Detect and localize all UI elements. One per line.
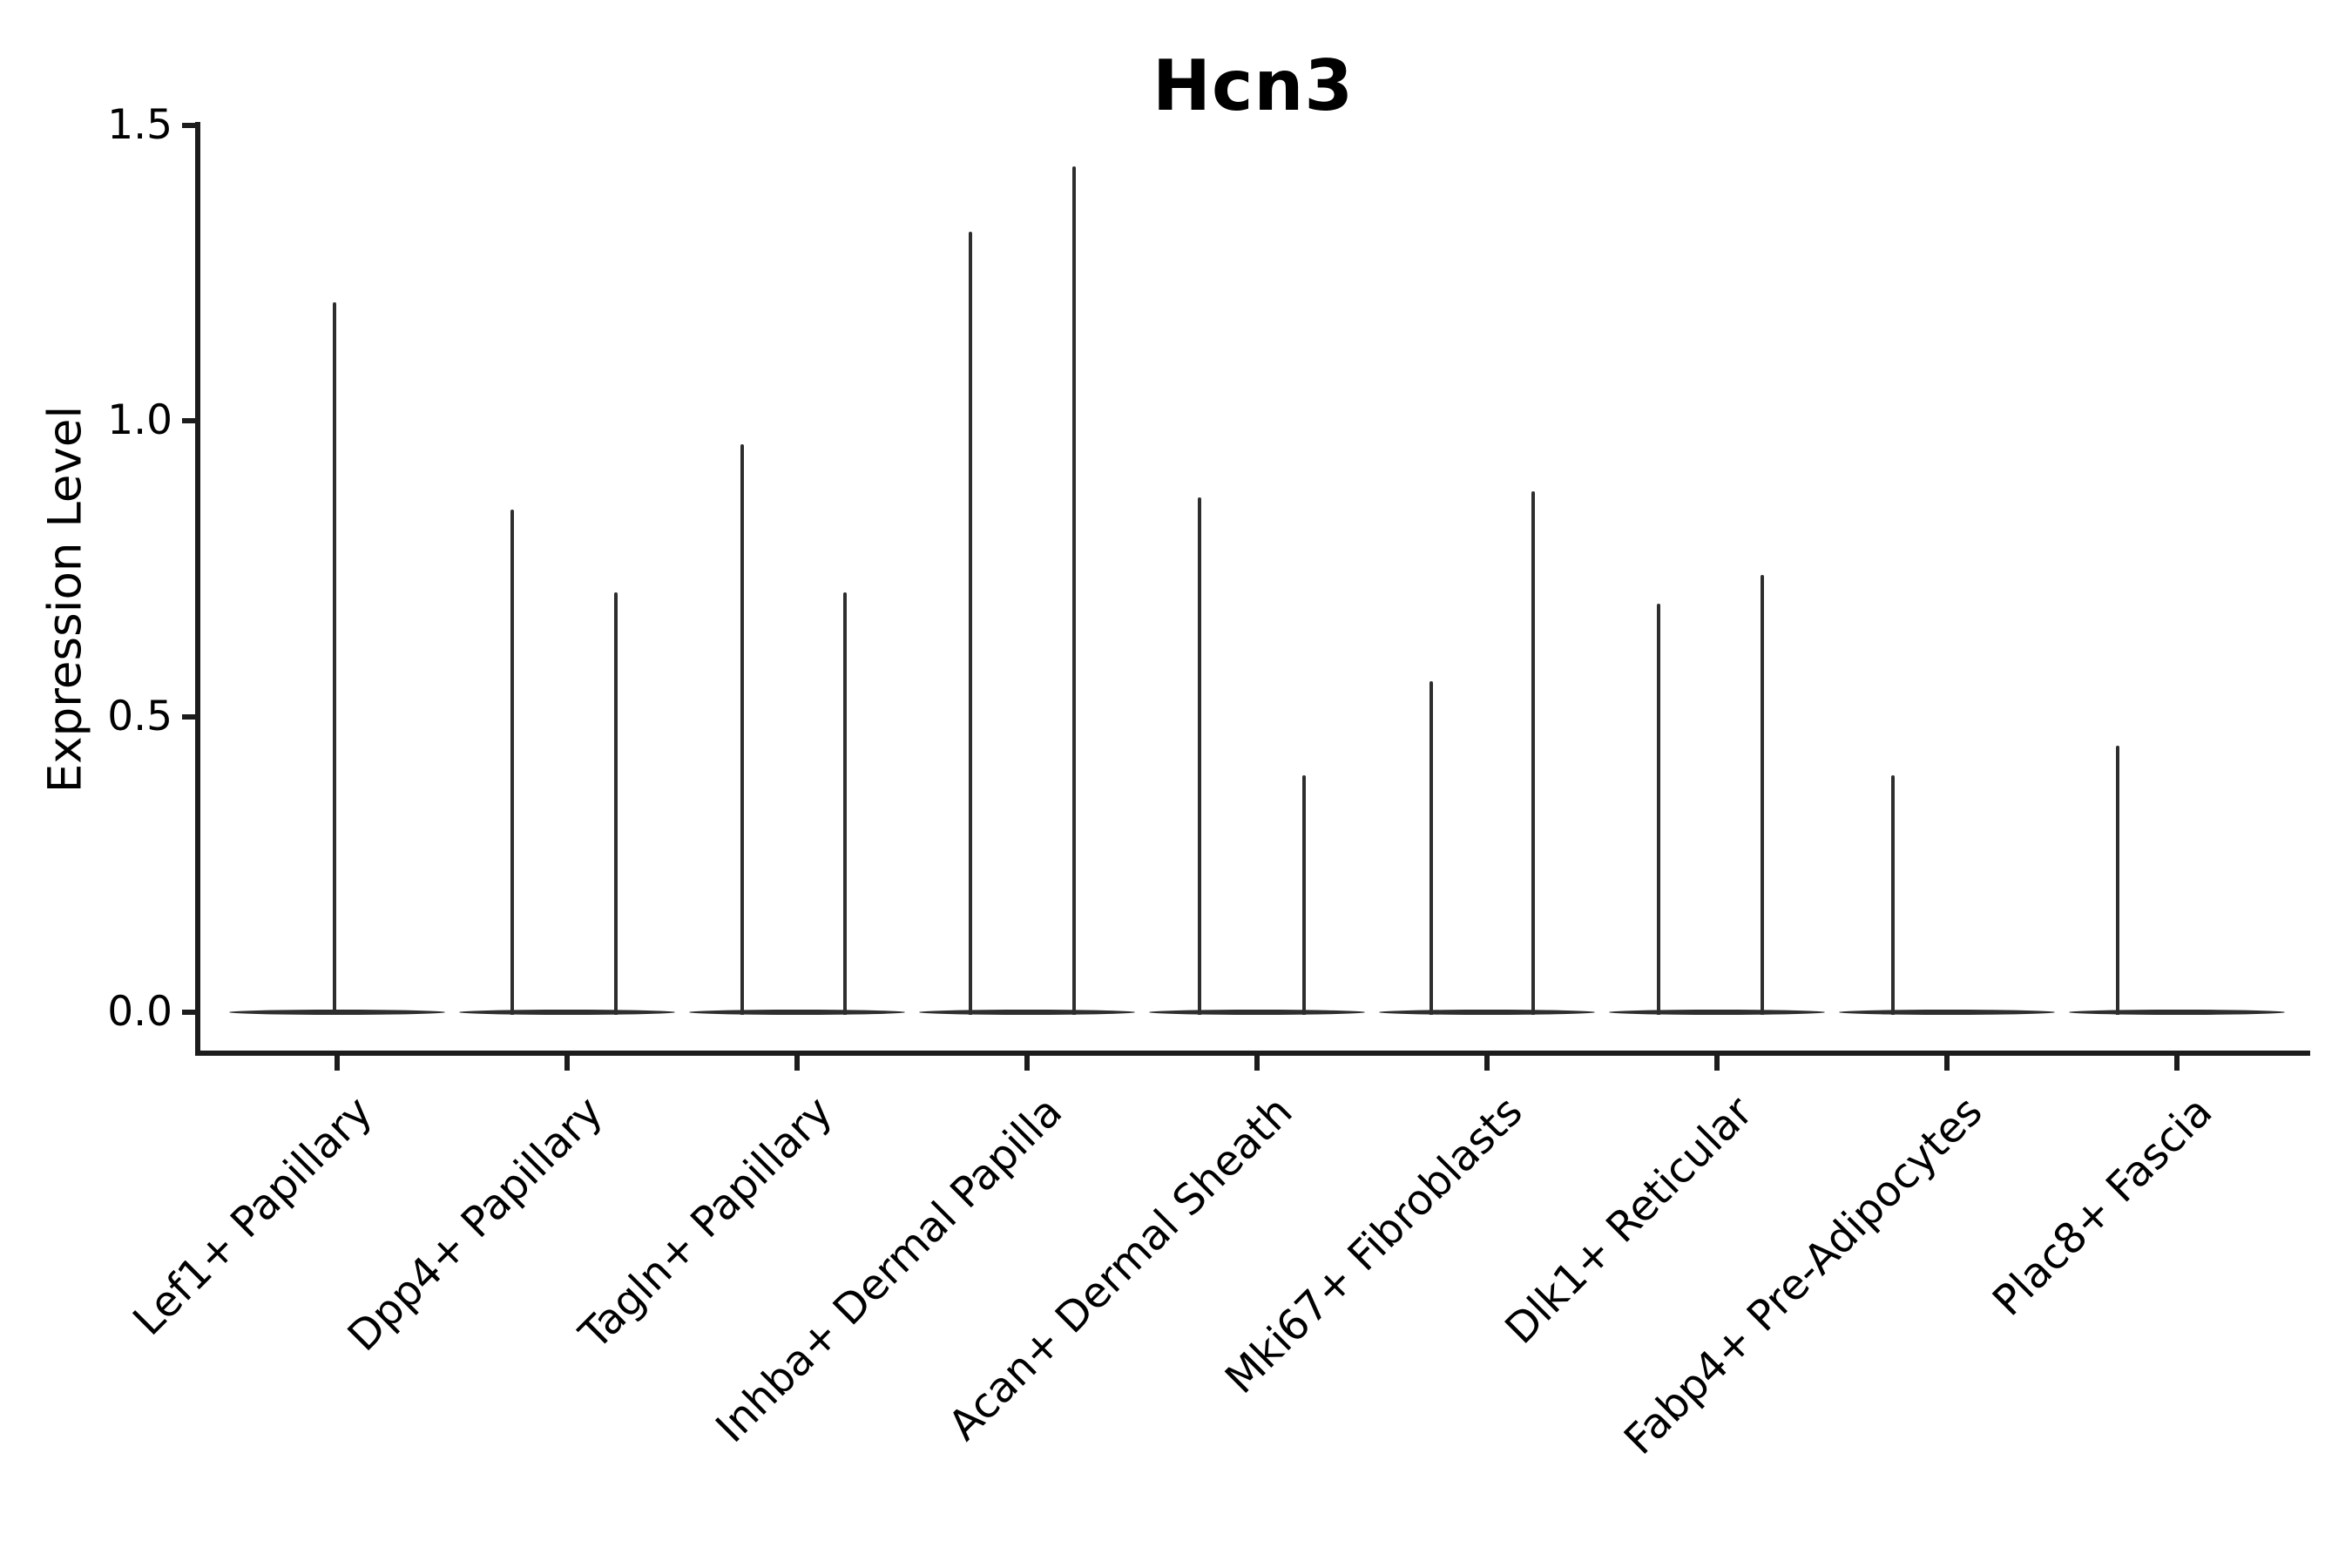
violin-baseline [1839,1010,2055,1015]
violin-spike [740,444,744,1015]
violin-spike [1531,491,1535,1015]
violin-baseline [2069,1010,2285,1015]
violin-spike [1761,575,1764,1015]
y-axis-spine [195,122,200,1056]
violin-spike [843,592,847,1015]
violin-baseline [919,1010,1135,1015]
x-tick-mark [564,1056,570,1071]
y-tick-label: 0.5 [107,692,172,740]
violin-spike [510,510,514,1015]
y-tick-mark [182,1010,198,1015]
violin-spike [1072,166,1076,1015]
y-tick-mark [182,418,198,423]
violin-spike [1891,775,1895,1015]
x-category-label: Plac8+ Fascia [1984,1087,2222,1326]
violin-spike [333,302,336,1015]
x-tick-mark [794,1056,800,1071]
x-tick-mark [1254,1056,1260,1071]
x-tick-mark [1714,1056,1720,1071]
y-tick-label: 1.0 [107,396,172,444]
violin-spike [614,592,618,1015]
x-category-label: Dpp4+ Papillary [338,1087,612,1362]
violin-spike [969,232,972,1015]
x-category-label: Lef1+ Papillary [124,1087,382,1345]
y-tick-label: 1.5 [107,100,172,149]
violin-spike [2116,746,2119,1015]
violin-baseline [1609,1010,1825,1015]
violin-spike [1302,775,1306,1015]
violin-baseline [689,1010,905,1015]
x-tick-mark [1024,1056,1030,1071]
y-tick-mark [182,122,198,128]
x-tick-mark [1944,1056,1950,1071]
chart-title: Hcn3 [1152,45,1354,126]
x-tick-mark [2174,1056,2180,1071]
y-tick-label: 0.0 [107,988,172,1036]
violin-baseline [229,1010,445,1015]
x-axis-spine [195,1051,2310,1056]
x-category-label: Tagln+ Papillary [570,1087,842,1359]
y-tick-mark [182,713,198,720]
violin-spike [1198,497,1201,1015]
x-tick-mark [1484,1056,1490,1071]
violin-baseline [1149,1010,1365,1015]
violin-baseline [459,1010,675,1015]
violin-baseline [1379,1010,1595,1015]
x-category-label: Dlk1+ Reticular [1495,1087,1762,1354]
violin-spike [1657,604,1660,1015]
violin-spike [1429,681,1433,1015]
x-tick-mark [335,1056,340,1071]
